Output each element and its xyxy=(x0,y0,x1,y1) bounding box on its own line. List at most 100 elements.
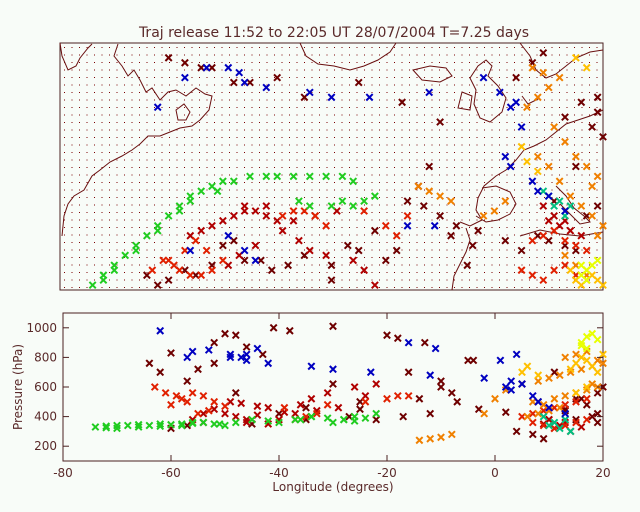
grid-dot xyxy=(416,182,418,183)
grid-dot xyxy=(574,54,575,56)
grid-dot xyxy=(311,144,313,146)
grid-dot xyxy=(79,152,80,153)
grid-dot xyxy=(326,69,328,71)
grid-dot xyxy=(184,182,185,183)
grid-dot xyxy=(266,272,268,273)
grid-dot xyxy=(296,219,298,221)
grid-dot xyxy=(244,182,245,183)
grid-dot xyxy=(274,287,275,288)
grid-dot xyxy=(319,272,320,273)
grid-dot xyxy=(94,62,95,63)
grid-dot xyxy=(589,287,590,288)
trajectory-point xyxy=(430,221,439,230)
grid-dot xyxy=(79,204,80,206)
grid-dot xyxy=(536,174,538,176)
grid-dot xyxy=(199,287,200,288)
grid-dot xyxy=(394,54,395,56)
grid-dot xyxy=(161,234,163,236)
grid-dot xyxy=(439,159,440,161)
grid-dot xyxy=(446,122,448,123)
grid-dot xyxy=(311,137,313,138)
grid-dot xyxy=(409,204,410,206)
grid-dot xyxy=(476,249,478,251)
grid-dot xyxy=(184,227,185,228)
grid-dot xyxy=(491,197,493,198)
grid-dot xyxy=(326,219,328,221)
grid-dot xyxy=(566,204,568,206)
grid-dot xyxy=(244,77,245,78)
grid-dot xyxy=(169,197,170,198)
grid-dot xyxy=(214,54,215,56)
grid-dot xyxy=(439,69,440,71)
trajectory-point xyxy=(329,380,337,388)
grid-dot xyxy=(259,62,260,63)
trajectory-point xyxy=(599,281,607,290)
grid-dot xyxy=(341,279,343,281)
grid-dot xyxy=(446,264,448,266)
grid-dot xyxy=(259,114,260,116)
grid-dot xyxy=(71,152,73,153)
trajectory-point xyxy=(199,418,208,427)
trajectory-point xyxy=(191,236,200,245)
grid-dot xyxy=(251,197,253,198)
grid-dot xyxy=(424,129,425,131)
grid-dot xyxy=(566,107,568,108)
grid-dot xyxy=(514,167,515,168)
grid-dot xyxy=(146,159,148,161)
grid-dot xyxy=(221,47,223,48)
grid-dot xyxy=(484,204,485,206)
grid-dot xyxy=(386,272,388,273)
trajectory-point xyxy=(566,226,575,235)
grid-dot xyxy=(596,272,598,273)
grid-dot xyxy=(131,84,133,86)
grid-dot xyxy=(364,152,365,153)
grid-dot xyxy=(124,54,125,56)
trajectory-point xyxy=(381,256,390,265)
trajectory-point xyxy=(582,246,591,255)
trajectory-point xyxy=(555,371,564,380)
grid-dot xyxy=(416,212,418,213)
grid-dot xyxy=(424,114,425,116)
grid-dot xyxy=(236,107,238,108)
grid-dot xyxy=(454,167,455,168)
grid-dot xyxy=(161,159,163,161)
grid-dot xyxy=(281,69,283,71)
grid-dot xyxy=(94,47,95,48)
grid-dot xyxy=(109,249,110,251)
grid-dot xyxy=(139,92,140,93)
grid-dot xyxy=(281,114,283,116)
grid-dot xyxy=(334,189,335,191)
grid-dot xyxy=(521,47,523,48)
grid-dot xyxy=(161,272,163,273)
grid-dot xyxy=(371,122,373,123)
grid-dot xyxy=(236,174,238,176)
grid-dot xyxy=(169,272,170,273)
grid-dot xyxy=(206,227,208,228)
grid-dot xyxy=(364,167,365,168)
trajectory-point xyxy=(338,197,347,206)
grid-dot xyxy=(581,69,583,71)
grid-dot xyxy=(94,167,95,168)
grid-dot xyxy=(146,144,148,146)
grid-dot xyxy=(236,264,238,266)
trajectory-point xyxy=(566,266,575,275)
grid-dot xyxy=(176,122,178,123)
grid-dot xyxy=(79,287,80,288)
grid-dot xyxy=(401,219,403,221)
grid-dot xyxy=(461,62,463,63)
grid-dot xyxy=(386,92,388,93)
grid-dot xyxy=(64,257,65,258)
grid-dot xyxy=(506,137,508,138)
grid-dot xyxy=(79,197,80,198)
grid-dot xyxy=(184,47,185,48)
grid-dot xyxy=(416,54,418,56)
grid-dot xyxy=(244,219,245,221)
grid-dot xyxy=(379,234,380,236)
grid-dot xyxy=(424,47,425,48)
grid-dot xyxy=(214,77,215,78)
grid-dot xyxy=(574,114,575,116)
grid-dot xyxy=(199,122,200,123)
grid-dot xyxy=(356,129,358,131)
grid-dot xyxy=(514,92,515,93)
trajectory-point xyxy=(164,276,173,285)
